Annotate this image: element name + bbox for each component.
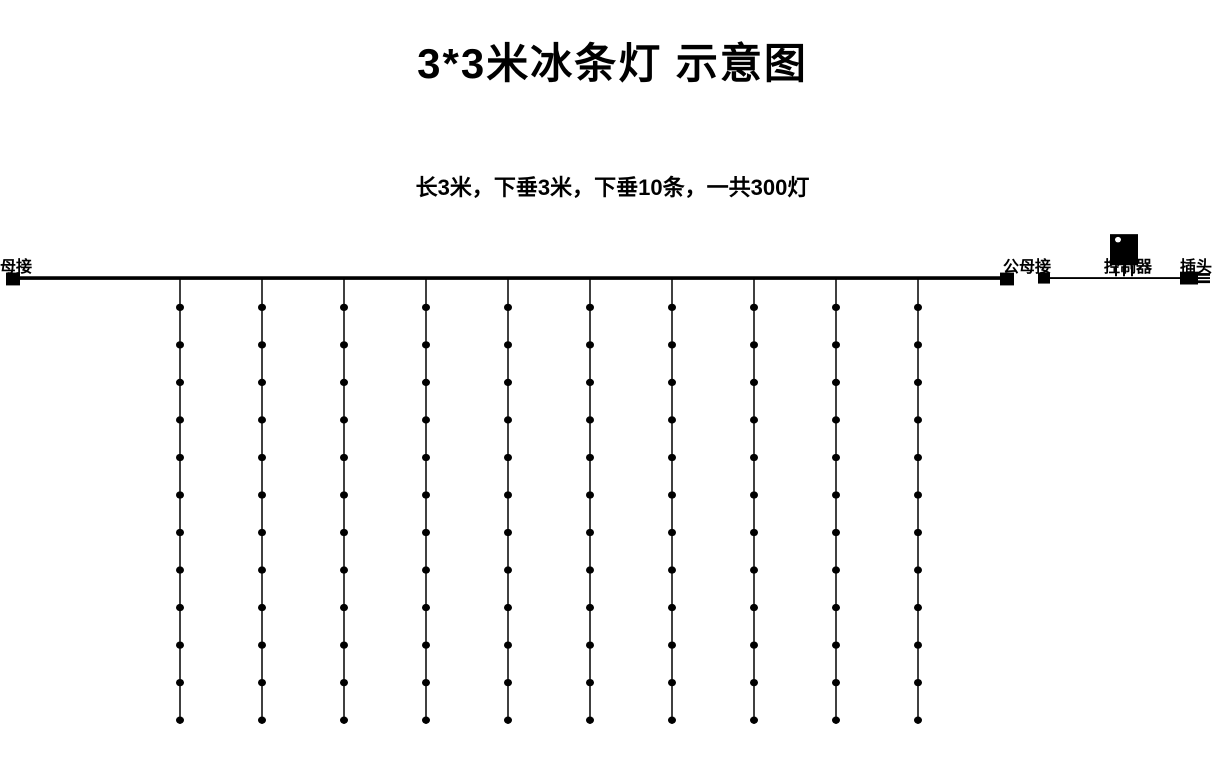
schematic-diagram [0,225,1225,765]
diagram-title: 3*3米冰条灯 示意图 [417,30,808,91]
diagram-subtitle: 长3米，下垂3米，下垂10条，一共300灯 [416,170,810,202]
